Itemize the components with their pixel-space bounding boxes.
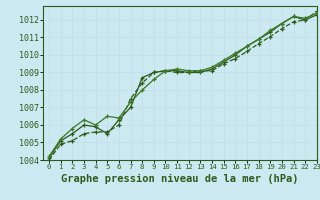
X-axis label: Graphe pression niveau de la mer (hPa): Graphe pression niveau de la mer (hPa) — [61, 174, 299, 184]
